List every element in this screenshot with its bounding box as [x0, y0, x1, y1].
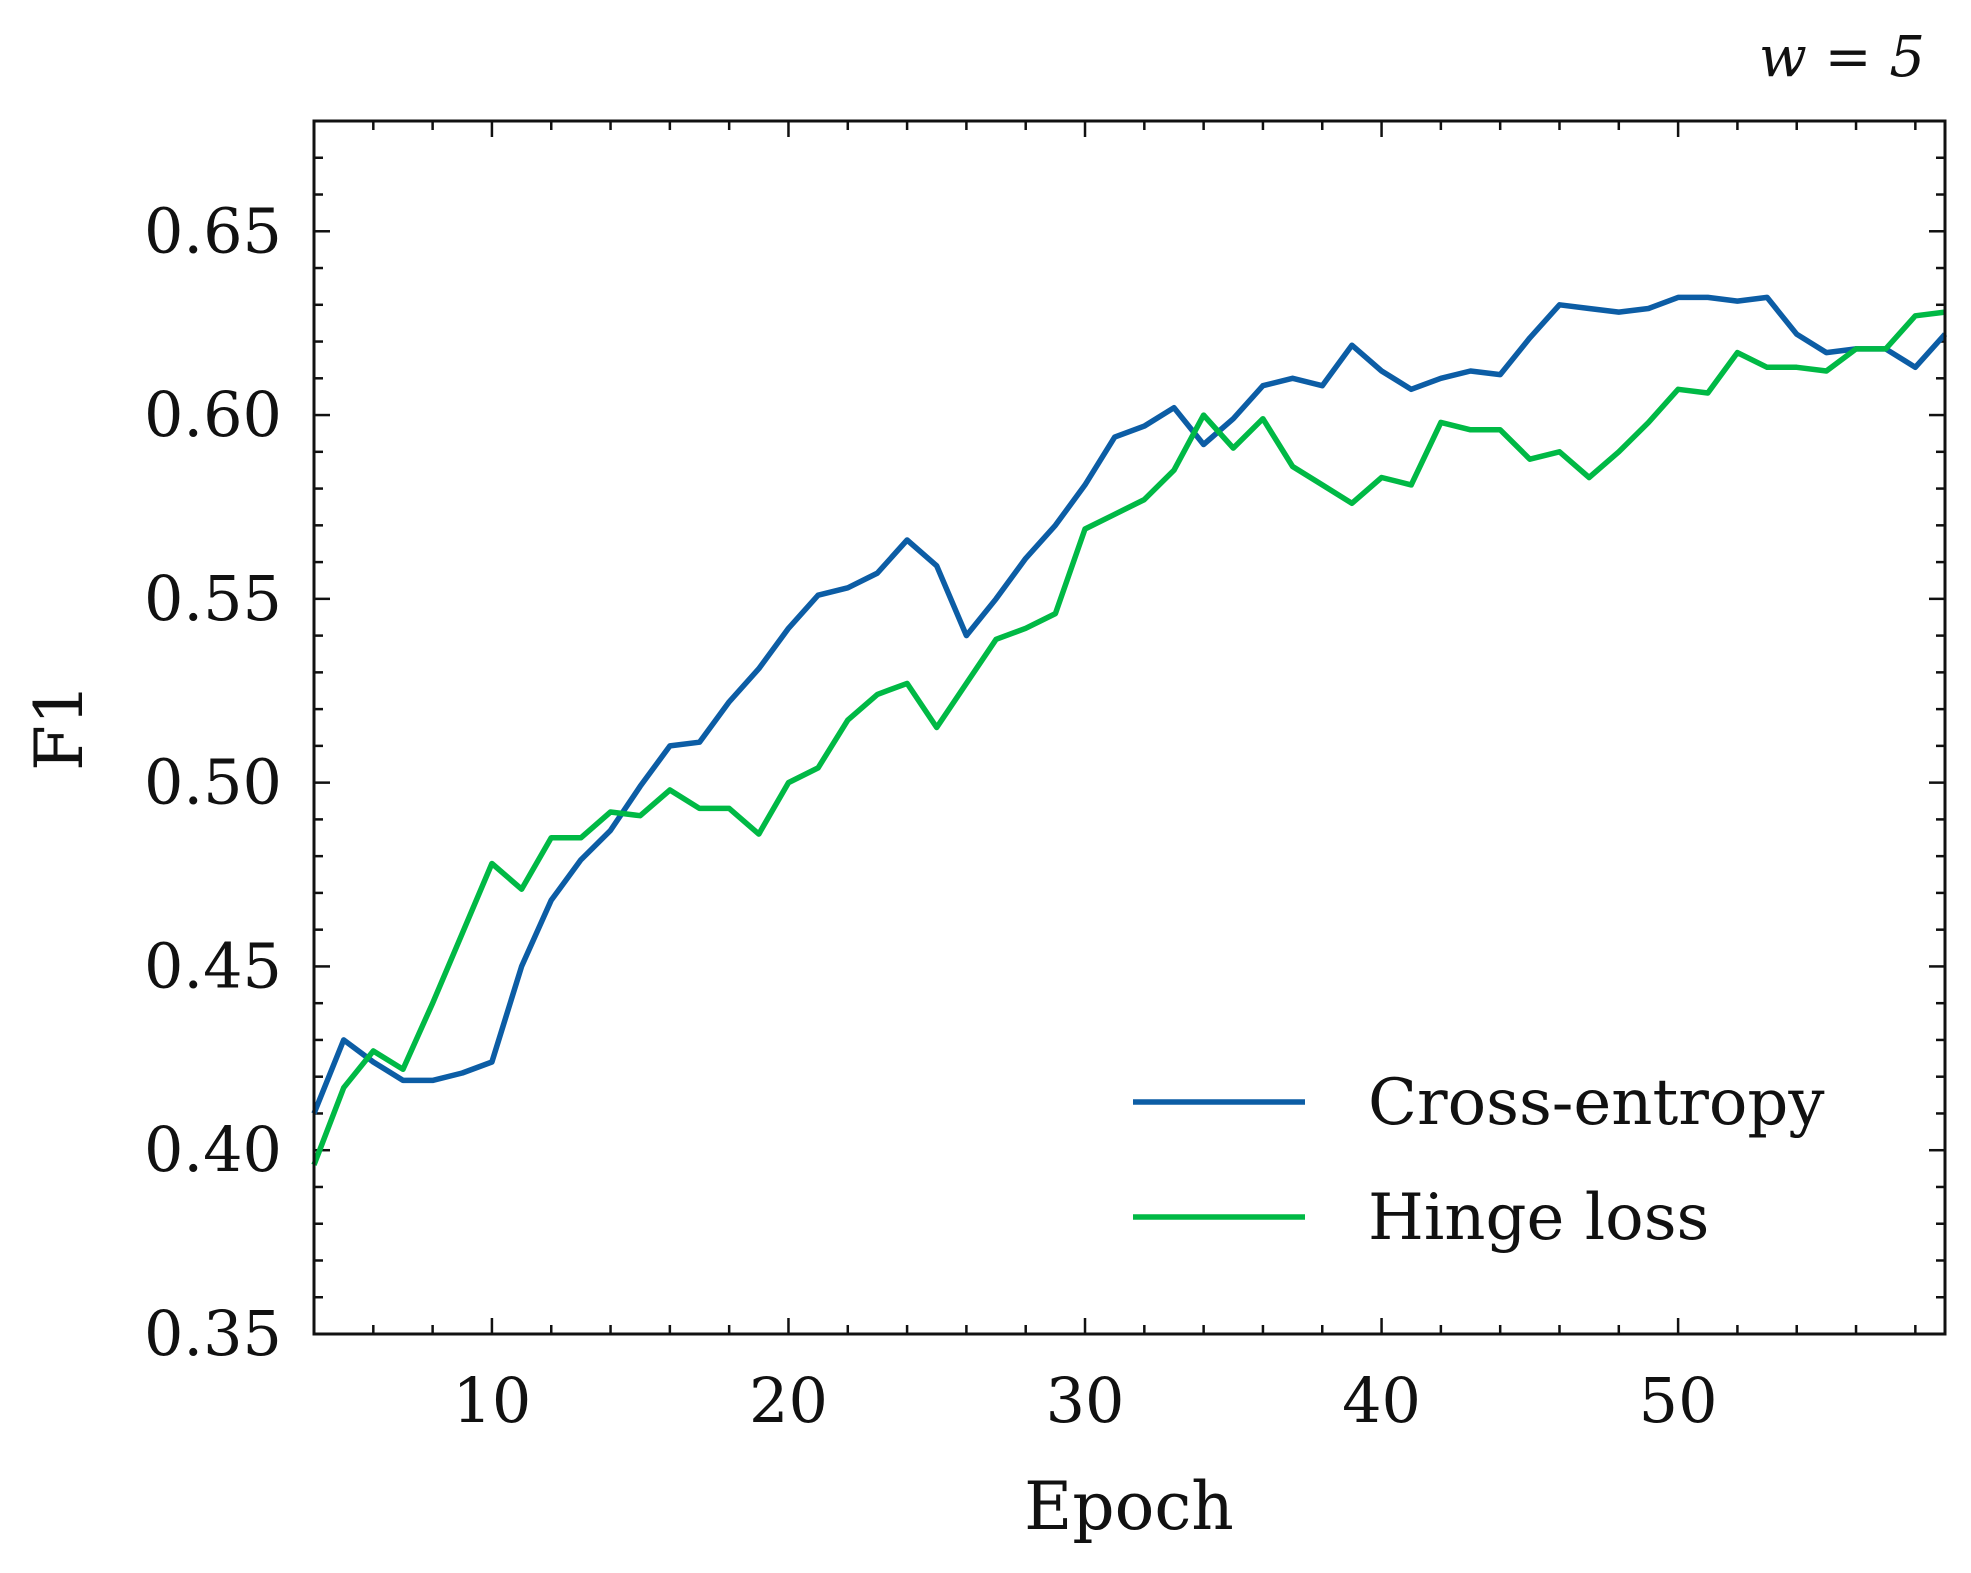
x-tick-label: 40	[1342, 1364, 1421, 1437]
annotation-label: w = 5	[1759, 25, 1925, 90]
y-tick-label: 0.35	[144, 1297, 282, 1370]
x-tick-label: 30	[1046, 1364, 1125, 1437]
y-tick-label: 0.45	[144, 929, 282, 1002]
series-line-hinge-loss	[311, 309, 1946, 1166]
x-tick-label: 20	[749, 1364, 828, 1437]
legend: Cross-entropy Hinge loss	[1133, 1066, 1824, 1255]
legend-label-cross-entropy: Cross-entropy	[1368, 1066, 1824, 1140]
x-tick-label: 50	[1639, 1364, 1718, 1437]
legend-label-hinge-loss: Hinge loss	[1368, 1181, 1709, 1255]
y-tick-label: 0.65	[144, 194, 282, 267]
x-tick-label: 10	[452, 1364, 531, 1437]
series-line-cross-entropy	[311, 294, 1948, 1115]
axis-ticks	[312, 119, 1945, 1336]
y-axis-label: F1	[21, 683, 98, 771]
y-tick-labels: 0.35 0.40 0.45 0.50 0.55 0.60 0.65	[144, 194, 282, 1370]
y-tick-label: 0.50	[144, 746, 282, 819]
x-tick-labels: 10 20 30 40 50	[452, 1364, 1717, 1437]
x-axis-label: Epoch	[1024, 1468, 1234, 1545]
y-tick-label: 0.40	[144, 1113, 282, 1186]
series-lines	[311, 294, 1948, 1166]
y-tick-label: 0.60	[144, 378, 282, 451]
plot-frame	[312, 119, 1947, 1336]
y-tick-label: 0.55	[144, 562, 282, 635]
